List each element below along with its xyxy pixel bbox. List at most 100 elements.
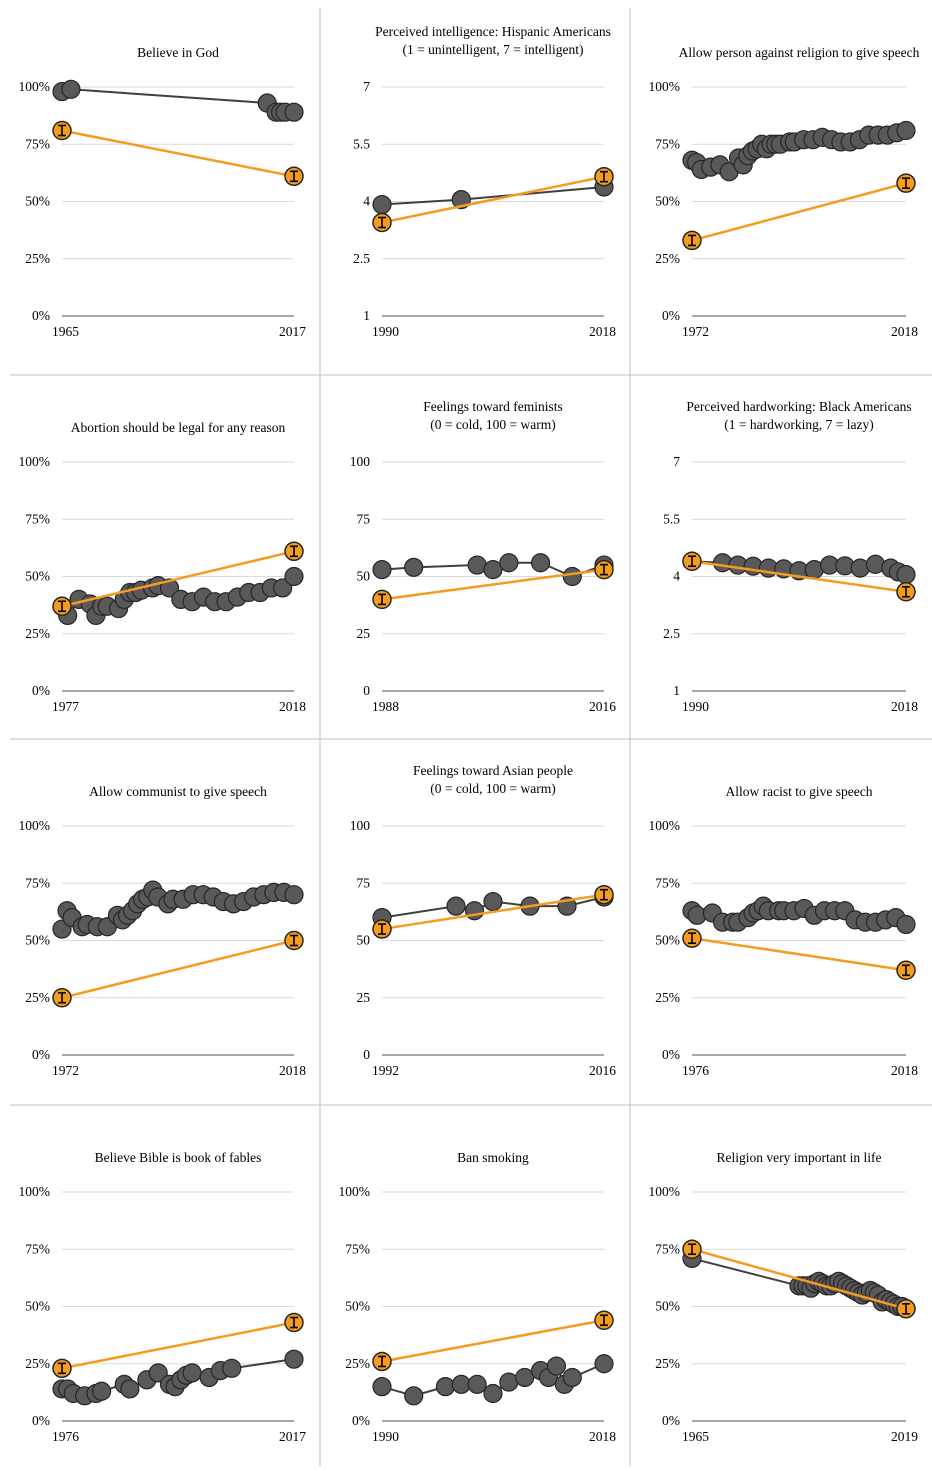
orange-series-line <box>691 181 907 242</box>
y-tick-label: 7 <box>363 79 370 94</box>
y-tick-label: 25% <box>345 1356 370 1371</box>
y-tick-label: 100% <box>19 79 51 94</box>
chart-title: (0 = cold, 100 = warm) <box>430 417 555 432</box>
orange-series-line <box>691 936 907 972</box>
x-tick-label: 2018 <box>279 699 306 714</box>
chart-title: Allow person against religion to give sp… <box>679 45 920 60</box>
y-tick-label: 50% <box>25 933 50 948</box>
panel-3: Allow person against religion to give sp… <box>649 45 920 339</box>
x-tick-label: 1992 <box>372 1063 399 1078</box>
y-tick-label: 0 <box>363 1047 370 1062</box>
y-tick-label: 100% <box>339 1184 371 1199</box>
y-tick-label: 100% <box>649 818 681 833</box>
chart-title: Perceived intelligence: Hispanic America… <box>375 24 611 39</box>
gray-series-point <box>182 1363 202 1383</box>
gray-series-point <box>896 564 916 585</box>
gray-series-point <box>372 560 392 580</box>
chart-title: Believe Bible is book of fables <box>95 1150 262 1165</box>
gray-series-point <box>483 1383 503 1404</box>
y-tick-label: 25% <box>655 251 680 266</box>
gray-series-point <box>404 557 424 577</box>
gray-series-point <box>594 1354 614 1374</box>
x-tick-label: 2019 <box>891 1429 918 1444</box>
gray-series-point <box>515 1367 535 1388</box>
x-tick-label: 2018 <box>279 1063 306 1078</box>
y-tick-label: 0% <box>32 1047 50 1062</box>
y-tick-label: 50% <box>25 569 50 584</box>
y-tick-label: 75% <box>25 1241 50 1256</box>
orange-series-line <box>61 1321 295 1370</box>
y-tick-label: 50 <box>357 569 371 584</box>
gray-series-point <box>530 553 551 573</box>
y-tick-label: 50% <box>655 933 680 948</box>
panel-9: Allow racist to give speech 0% 25% 50% 75% 10… <box>649 784 919 1078</box>
y-tick-label: 7 <box>673 454 680 469</box>
y-tick-label: 25% <box>25 251 50 266</box>
orange-series-line <box>691 1248 907 1310</box>
x-tick-label: 2018 <box>891 699 918 714</box>
orange-series-line <box>61 550 295 608</box>
x-tick-label: 1990 <box>372 1429 399 1444</box>
x-tick-label: 1976 <box>52 1429 79 1444</box>
gray-series-point <box>467 555 487 575</box>
orange-series-line <box>381 1319 605 1363</box>
y-tick-label: 2.5 <box>663 626 680 641</box>
y-tick-label: 100 <box>350 818 371 833</box>
y-tick-label: 50 <box>357 933 371 948</box>
y-tick-label: 0% <box>352 1413 370 1428</box>
gray-series-point <box>562 1367 582 1388</box>
gray-series-point <box>120 1379 140 1399</box>
y-tick-label: 50% <box>25 1299 50 1314</box>
gray-series-point <box>61 79 81 99</box>
y-tick-label: 50% <box>345 1299 370 1314</box>
x-tick-label: 1988 <box>372 699 399 714</box>
y-tick-label: 100% <box>19 818 51 833</box>
y-tick-label: 75 <box>357 511 371 526</box>
y-tick-label: 1 <box>673 683 680 698</box>
chart-title: Religion very important in life <box>717 1150 882 1165</box>
y-tick-label: 2.5 <box>353 251 370 266</box>
chart-title: (1 = unintelligent, 7 = intelligent) <box>403 42 584 57</box>
gray-series-point <box>499 553 519 573</box>
gray-series-point <box>284 566 304 587</box>
x-tick-label: 1977 <box>52 699 79 714</box>
gray-series-point <box>372 1377 392 1397</box>
gray-series-point <box>446 896 466 916</box>
y-tick-label: 50% <box>655 1299 680 1314</box>
y-tick-label: 100% <box>649 1184 681 1199</box>
y-tick-label: 0% <box>662 308 680 323</box>
y-tick-label: 25% <box>25 626 50 641</box>
panel-12: Religion very important in life 0% 25% 50% 7… <box>649 1150 919 1444</box>
y-tick-label: 0% <box>32 308 50 323</box>
y-tick-label: 0% <box>32 1413 50 1428</box>
y-tick-label: 75% <box>25 875 50 890</box>
y-tick-label: 100 <box>350 454 371 469</box>
gray-series-point <box>159 578 180 598</box>
panel-6: Perceived hardworking: Black Americans (1… <box>663 399 918 714</box>
y-tick-label: 100% <box>649 79 681 94</box>
chart-title: (1 = hardworking, 7 = lazy) <box>724 417 873 432</box>
y-tick-label: 25% <box>25 990 50 1005</box>
x-tick-label: 2018 <box>891 1063 918 1078</box>
gray-series-point <box>499 1372 519 1392</box>
gray-series-point <box>435 1377 456 1397</box>
panel-7: Allow communist to give speech 0% 25% 50% 75… <box>19 784 307 1078</box>
y-tick-label: 1 <box>363 308 370 323</box>
orange-series-line <box>61 129 295 178</box>
panel-5: Feelings toward feminists (0 = cold, 100 … <box>350 399 617 714</box>
panel-4: Abortion should be legal for any reason 0… <box>19 420 307 714</box>
x-tick-label: 2018 <box>589 1429 616 1444</box>
y-tick-label: 4 <box>363 194 370 209</box>
chart-title: Feelings toward Asian people <box>413 763 573 778</box>
y-tick-label: 25% <box>655 990 680 1005</box>
y-tick-label: 100% <box>19 454 51 469</box>
y-tick-label: 4 <box>673 569 680 584</box>
orange-series-line <box>381 893 605 931</box>
y-tick-label: 75% <box>655 1241 680 1256</box>
x-tick-label: 1976 <box>682 1063 709 1078</box>
chart-title: Feelings toward feminists <box>423 399 562 414</box>
chart-title: Allow racist to give speech <box>726 784 873 799</box>
panel-10: Believe Bible is book of fables 0% 25% 50% 7… <box>19 1150 307 1444</box>
chart-title: (0 = cold, 100 = warm) <box>430 781 555 796</box>
